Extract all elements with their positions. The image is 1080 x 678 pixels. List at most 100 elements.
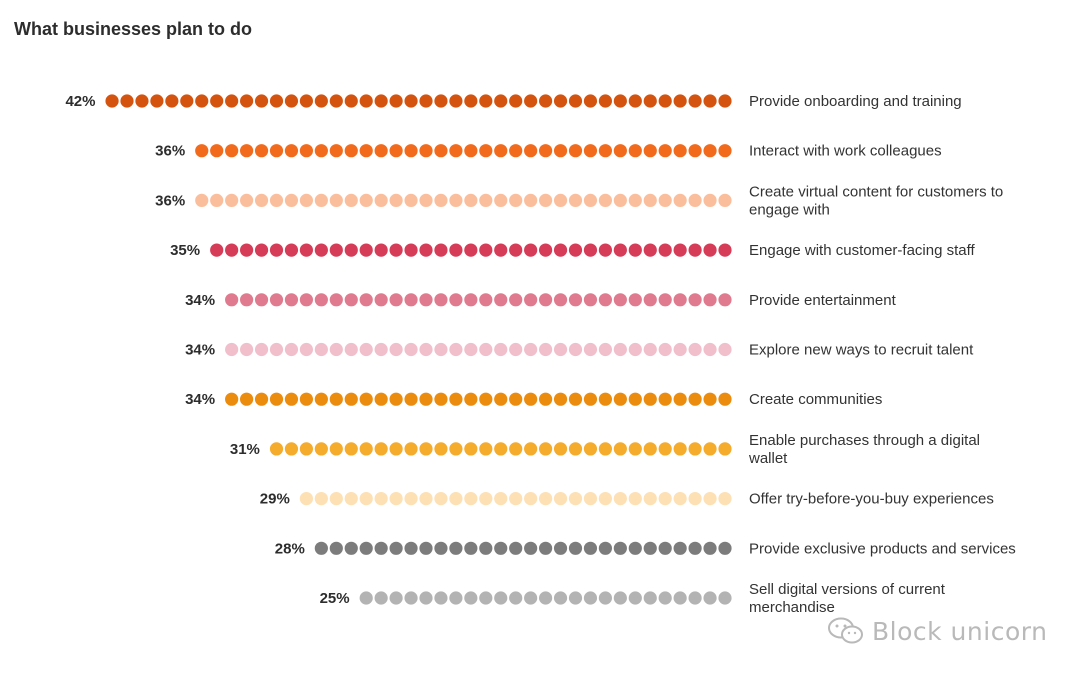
dot-mark xyxy=(509,243,523,257)
dot-mark xyxy=(344,94,358,108)
dot-mark xyxy=(195,94,209,108)
dot-mark xyxy=(359,144,373,158)
dot-mark xyxy=(583,591,598,605)
dot-mark xyxy=(464,591,478,605)
dot-mark xyxy=(359,342,373,357)
dot-mark xyxy=(210,144,224,158)
dot-mark xyxy=(703,144,717,158)
dot-mark xyxy=(613,392,627,406)
dot-mark xyxy=(524,541,538,555)
dot-mark xyxy=(568,193,583,207)
dot-mark xyxy=(254,392,269,406)
dot-mark xyxy=(524,342,538,357)
category-label: Engage with customer-facing staff xyxy=(749,242,976,259)
dot-mark xyxy=(583,541,598,555)
dot-mark xyxy=(180,94,194,108)
dot-mark xyxy=(524,94,538,108)
dot-mark xyxy=(568,144,583,158)
dot-mark xyxy=(299,342,313,357)
dot-mark xyxy=(673,193,687,207)
dot-mark xyxy=(643,591,657,605)
dot-mark xyxy=(494,94,508,108)
chart-row: 36% Interact with work colleagues xyxy=(155,143,941,160)
dot-mark xyxy=(359,541,373,555)
dot-mark xyxy=(479,193,493,207)
dot-mark xyxy=(344,392,358,406)
dot-mark xyxy=(673,342,687,357)
dot-mark xyxy=(449,193,463,207)
dot-mark xyxy=(628,243,642,257)
dot-mark xyxy=(225,94,239,108)
dot-mark xyxy=(404,541,418,555)
dot-mark xyxy=(404,94,418,108)
dot-mark xyxy=(539,442,553,456)
dot-mark xyxy=(240,392,254,406)
dot-mark xyxy=(389,243,403,257)
dot-mark xyxy=(628,144,642,158)
dot-mark xyxy=(539,293,553,307)
dot-mark xyxy=(703,342,717,357)
dot-mark xyxy=(344,193,358,207)
dot-mark xyxy=(568,392,583,406)
dot-mark xyxy=(449,144,463,158)
dot-mark xyxy=(613,293,627,307)
dot-mark xyxy=(509,293,523,307)
dot-mark xyxy=(658,392,672,406)
dot-mark xyxy=(509,193,523,207)
dot-mark xyxy=(284,392,299,406)
dot-mark xyxy=(284,243,299,257)
dot-mark xyxy=(374,243,388,257)
dot-mark xyxy=(524,392,538,406)
dot-mark xyxy=(404,193,418,207)
dot-mark xyxy=(449,342,463,357)
dot-mark xyxy=(479,392,493,406)
dot-mark xyxy=(598,243,613,257)
dot-mark xyxy=(583,492,598,506)
dot-mark xyxy=(299,293,313,307)
dot-mark xyxy=(314,442,328,456)
dot-mark xyxy=(359,293,373,307)
dot-mark xyxy=(464,541,478,555)
dot-mark xyxy=(254,243,269,257)
dot-mark xyxy=(553,442,568,456)
dot-mark xyxy=(688,293,702,307)
dot-mark xyxy=(254,342,269,357)
dot-mark xyxy=(688,541,702,555)
dot-mark xyxy=(225,392,239,406)
dot-mark xyxy=(269,94,284,108)
chart-row: 34% Create communities xyxy=(185,391,882,408)
dot-mark xyxy=(613,541,627,555)
dot-mark xyxy=(628,392,642,406)
dot-mark xyxy=(613,442,627,456)
dot-mark xyxy=(135,94,149,108)
dot-mark xyxy=(314,243,328,257)
dot-mark xyxy=(254,293,269,307)
dot-mark xyxy=(568,342,583,357)
dot-mark xyxy=(553,591,568,605)
dot-mark xyxy=(494,442,508,456)
dot-mark xyxy=(314,293,328,307)
dot-mark xyxy=(568,442,583,456)
dot-mark xyxy=(449,392,463,406)
dot-mark xyxy=(494,293,508,307)
dot-mark xyxy=(284,293,299,307)
dot-mark xyxy=(434,193,448,207)
category-label: Provide onboarding and training xyxy=(749,93,962,110)
dot-mark xyxy=(434,94,448,108)
dot-mark xyxy=(344,144,358,158)
dot-mark xyxy=(673,492,687,506)
dot-mark xyxy=(628,94,642,108)
dot-mark xyxy=(568,243,583,257)
dot-mark xyxy=(374,392,388,406)
dot-mark xyxy=(613,243,627,257)
dot-mark xyxy=(643,293,657,307)
dot-mark xyxy=(658,342,672,357)
dot-mark xyxy=(703,591,717,605)
dot-mark xyxy=(553,293,568,307)
dot-mark xyxy=(658,243,672,257)
dot-mark xyxy=(658,144,672,158)
dot-mark xyxy=(404,293,418,307)
category-label: Create virtual content for customers to e… xyxy=(749,183,1003,218)
dot-mark xyxy=(524,492,538,506)
dot-mark xyxy=(613,342,627,357)
